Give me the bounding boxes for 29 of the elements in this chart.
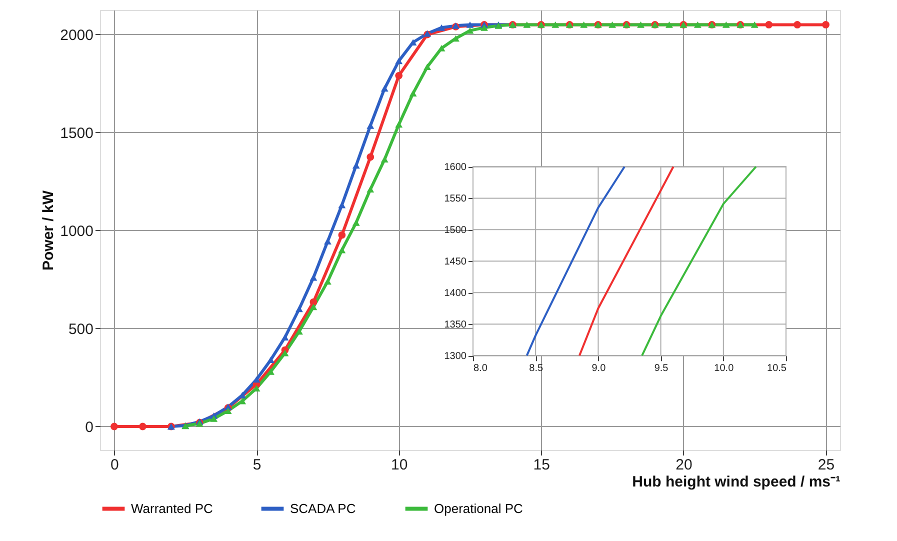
x-tick-label: 5: [252, 456, 262, 474]
y-tick-label: 1600: [444, 162, 467, 174]
x-tick-label: 25: [818, 456, 835, 474]
y-tick-label: 1500: [444, 225, 467, 236]
x-tick-label: 8.5: [529, 363, 544, 374]
legend-label: Operational PC: [434, 500, 523, 516]
x-axis-title: Hub height wind speed / ms⁻¹: [632, 474, 841, 490]
x-tick-label: 8.0: [474, 363, 488, 374]
legend-label: SCADA PC: [290, 500, 356, 516]
x-tick-label: 20: [676, 456, 692, 474]
legend-label: Warranted PC: [131, 500, 213, 516]
y-axis-title: Power / kW: [40, 190, 58, 271]
y-tick-label: 0: [85, 418, 94, 436]
y-tick-label: 1500: [60, 124, 94, 142]
y-tick-label: 1000: [60, 222, 94, 240]
y-tick-label: 1300: [444, 351, 467, 362]
y-tick-label: 1350: [444, 320, 467, 331]
x-tick-label: 10.5: [767, 363, 787, 374]
x-tick-label: 10: [391, 456, 408, 474]
y-tick-label: 1550: [444, 194, 467, 205]
x-tick-label: 0: [110, 456, 119, 474]
x-tick-label: 9.0: [592, 363, 606, 374]
y-tick-label: 1400: [444, 288, 467, 300]
x-tick-label: 9.5: [654, 363, 669, 374]
y-tick-label: 2000: [60, 27, 94, 44]
x-tick-label: 10.0: [714, 363, 734, 374]
y-tick-label: 1450: [444, 256, 467, 268]
x-tick-label: 15: [533, 456, 550, 474]
y-tick-label: 500: [68, 320, 94, 338]
